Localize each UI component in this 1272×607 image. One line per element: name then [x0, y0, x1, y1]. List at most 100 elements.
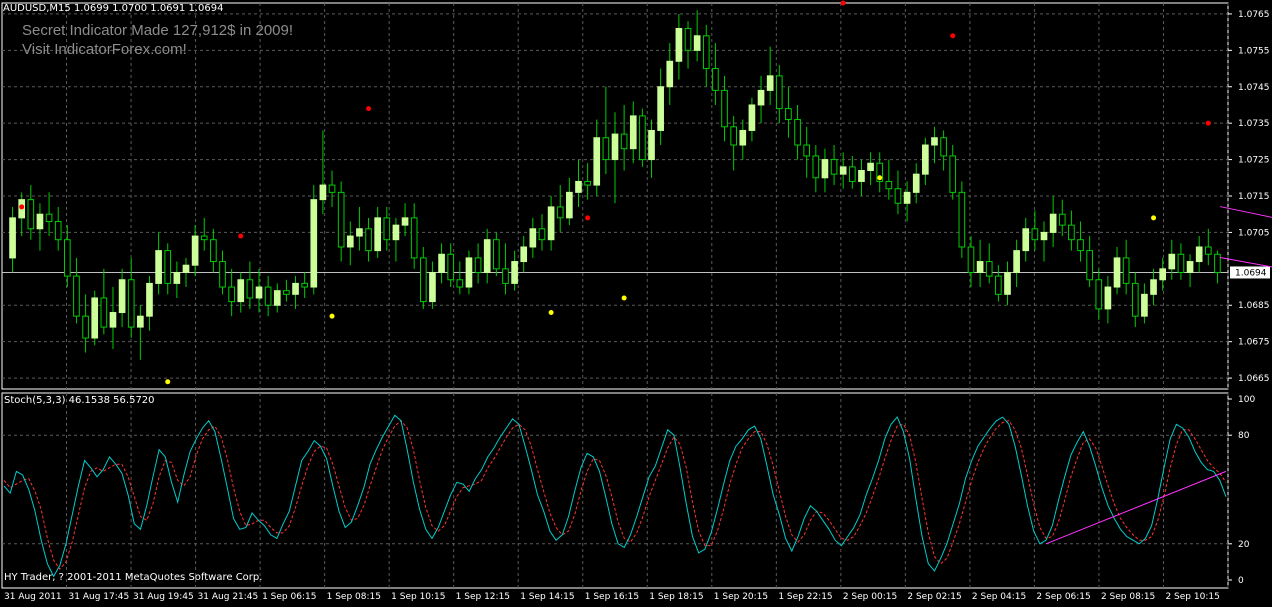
candle-body	[867, 162, 874, 172]
candle	[1013, 239, 1020, 288]
candle	[346, 221, 354, 266]
fractal-up-dot	[366, 106, 372, 112]
candle-body	[100, 297, 108, 328]
candle-body	[310, 199, 318, 288]
stoch-tick-label: 80	[1238, 431, 1250, 441]
candle	[812, 145, 820, 193]
candle	[246, 261, 254, 309]
candle	[456, 261, 464, 295]
candle-body	[812, 155, 820, 179]
candle	[538, 214, 546, 251]
fractal-up-dot	[19, 204, 25, 210]
candle	[374, 206, 382, 258]
candle-body	[693, 35, 701, 51]
time-tick-label: 2 Sep 00:15	[843, 592, 897, 602]
candle-body	[1031, 228, 1039, 241]
candle	[1022, 217, 1030, 262]
candle-body	[1086, 250, 1093, 281]
time-tick-label: 1 Sep 06:15	[262, 592, 316, 602]
candle-body	[821, 159, 829, 179]
candle-body	[410, 217, 418, 259]
candle-body	[182, 264, 190, 273]
candle-body	[657, 86, 664, 131]
stoch-label: Stoch(5,3,3) 46.1538 56.5720	[4, 395, 155, 406]
candle-body	[82, 315, 89, 339]
candle	[146, 276, 153, 331]
candle-body	[200, 235, 208, 241]
candle	[931, 126, 938, 164]
candle-body	[346, 235, 354, 248]
candle-body	[228, 286, 235, 303]
candle	[1204, 228, 1212, 266]
candle-body	[1186, 261, 1194, 273]
stoch-tick-label: 20	[1238, 540, 1250, 550]
candle-body	[392, 224, 400, 241]
candle-body	[1040, 231, 1048, 241]
candle	[127, 257, 135, 339]
candle-body	[246, 279, 254, 299]
symbol-header: AUDUSD,M15 1.0699 1.0700 1.0691 1.0694	[3, 3, 224, 14]
candle	[657, 68, 664, 146]
candle-body	[912, 173, 920, 193]
candle-body	[675, 27, 683, 62]
candle	[1031, 210, 1039, 251]
candle	[584, 163, 591, 200]
candle	[712, 43, 719, 105]
candle-body	[839, 166, 847, 175]
candle-body	[702, 35, 710, 70]
candle	[137, 305, 144, 360]
fractal-down-dot	[165, 379, 171, 385]
candle-body	[45, 213, 53, 222]
candle-body	[785, 108, 792, 121]
candle-body	[529, 228, 537, 248]
candle	[1104, 276, 1112, 324]
candle	[529, 217, 537, 258]
candle	[830, 145, 838, 186]
candle-body	[958, 191, 966, 248]
candle	[45, 192, 53, 237]
candle-body	[903, 191, 911, 204]
candle-body	[712, 68, 719, 91]
stoch-tick-label: 100	[1238, 395, 1255, 405]
candle	[721, 75, 728, 142]
candle	[273, 283, 281, 313]
candle	[739, 119, 747, 160]
candle	[1186, 254, 1194, 288]
candle	[848, 155, 856, 189]
stoch-main-line	[3, 414, 1227, 578]
candle-body	[383, 217, 391, 241]
candle	[885, 159, 893, 200]
candle-body	[54, 220, 62, 241]
candle-body	[766, 75, 774, 91]
time-tick-label: 1 Sep 12:15	[456, 592, 510, 602]
candle	[766, 46, 774, 105]
candle-body	[1113, 257, 1121, 288]
candle	[447, 243, 455, 288]
candle	[1040, 221, 1048, 262]
candle-body	[465, 257, 473, 288]
time-tick-label: 31 Aug 19:45	[133, 592, 194, 602]
candle	[73, 257, 80, 324]
candle	[237, 272, 245, 313]
candle	[1077, 221, 1084, 262]
candle-body	[611, 133, 619, 161]
candle-body	[575, 180, 582, 193]
candle	[949, 145, 957, 200]
candle	[1150, 268, 1157, 306]
candle-body	[155, 250, 162, 284]
fractal-up-dot	[585, 215, 591, 221]
stoch-tick-label: 0	[1238, 576, 1244, 586]
candle-body	[1013, 250, 1020, 273]
candle	[255, 268, 263, 313]
time-tick-label: 31 Aug 2011	[4, 592, 62, 602]
candle-body	[894, 188, 902, 204]
candle	[648, 119, 655, 178]
candle-body	[794, 119, 801, 146]
candle	[100, 268, 108, 335]
candle-body	[146, 282, 153, 317]
candle-body	[118, 279, 126, 314]
fractal-up-dot	[950, 33, 956, 39]
price-tick-label: 1.0705	[1238, 228, 1270, 238]
candle	[1095, 268, 1103, 320]
candle-body	[748, 104, 756, 131]
